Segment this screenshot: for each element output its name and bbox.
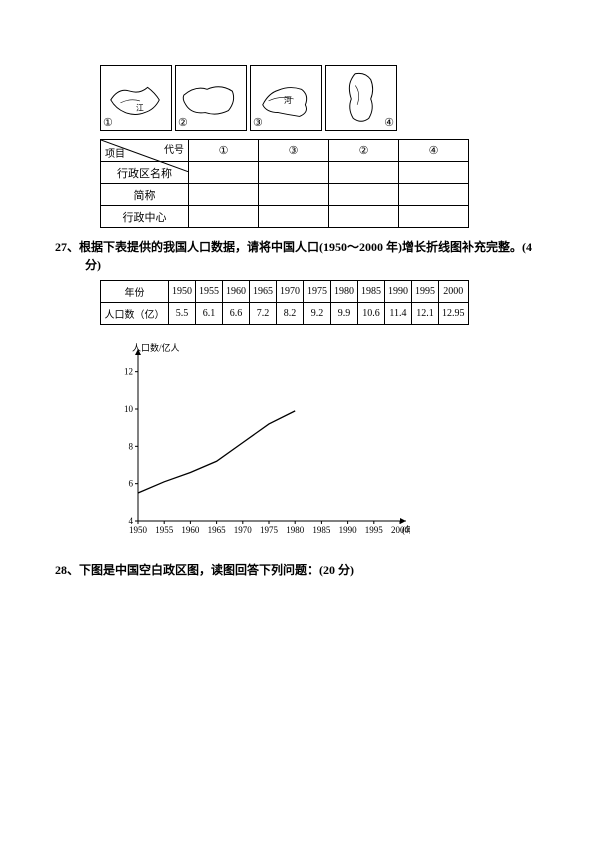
col-header-1: ① [189, 140, 259, 162]
q28-text: 下图是中国空白政区图，读图回答下列问题：(20 分) [79, 563, 354, 577]
svg-text:12: 12 [124, 367, 133, 377]
pop-row-label: 人口数（亿） [101, 303, 169, 325]
svg-text:1980: 1980 [286, 525, 305, 535]
year-row-label: 年份 [101, 281, 169, 303]
svg-text:10: 10 [124, 404, 134, 414]
map-1-number: ① [103, 116, 113, 129]
map-box-3: 河 ③ [250, 65, 322, 131]
q27-text-line2: 分) [55, 256, 540, 274]
svg-text:(年): (年) [402, 524, 410, 535]
q28-number: 28、 [55, 563, 79, 577]
map-3-number: ③ [253, 116, 263, 129]
map-1-label: 江 [136, 104, 144, 113]
col-header-2: ③ [259, 140, 329, 162]
diag-bottom-label: 项目 [105, 145, 125, 160]
table-row: 简称 [101, 184, 469, 206]
svg-text:8: 8 [129, 441, 134, 451]
diag-header-cell: 代号 项目 [101, 140, 189, 162]
pop-table-value-row: 人口数（亿） 5.5 6.1 6.6 7.2 8.2 9.2 9.9 10.6 … [101, 303, 469, 325]
col-header-3: ② [329, 140, 399, 162]
map-3-label: 河 [284, 96, 292, 105]
province-identity-table: 代号 项目 ① ③ ② ④ 行政区名称 简称 行政中心 [100, 139, 469, 228]
svg-text:1965: 1965 [208, 525, 227, 535]
question-28: 28、下图是中国空白政区图，读图回答下列问题：(20 分) [55, 561, 540, 579]
pop-table-year-row: 年份 1950 1955 1960 1965 1970 1975 1980 19… [101, 281, 469, 303]
col-header-4: ④ [399, 140, 469, 162]
map-box-1: 江 ① [100, 65, 172, 131]
svg-text:1970: 1970 [234, 525, 253, 535]
map-box-4: ④ [325, 65, 397, 131]
population-line-chart: 人口数/亿人4681012195019551960196519701975198… [110, 343, 540, 547]
line-chart-svg: 人口数/亿人4681012195019551960196519701975198… [110, 343, 410, 543]
q27-text-line1: 根据下表提供的我国人口数据，请将中国人口(1950～2000 年)增长折线图补充… [79, 240, 532, 254]
question-27: 27、根据下表提供的我国人口数据，请将中国人口(1950～2000 年)增长折线… [55, 238, 540, 274]
table-row: 行政中心 [101, 206, 469, 228]
diag-top-label: 代号 [164, 141, 184, 156]
svg-text:1990: 1990 [339, 525, 358, 535]
row-label-3: 行政中心 [101, 206, 189, 228]
map-2-number: ② [178, 116, 188, 129]
svg-text:1960: 1960 [181, 525, 200, 535]
svg-text:6: 6 [129, 479, 134, 489]
svg-text:1955: 1955 [155, 525, 174, 535]
svg-text:1985: 1985 [312, 525, 331, 535]
province-maps-row: 江 ① ② 河 ③ ④ [100, 65, 540, 131]
svg-text:1950: 1950 [129, 525, 148, 535]
map-box-2: ② [175, 65, 247, 131]
q27-number: 27、 [55, 240, 79, 254]
map-4-number: ④ [384, 116, 394, 129]
row-label-2: 简称 [101, 184, 189, 206]
svg-text:1995: 1995 [365, 525, 384, 535]
svg-text:1975: 1975 [260, 525, 279, 535]
population-data-table: 年份 1950 1955 1960 1965 1970 1975 1980 19… [100, 280, 469, 325]
